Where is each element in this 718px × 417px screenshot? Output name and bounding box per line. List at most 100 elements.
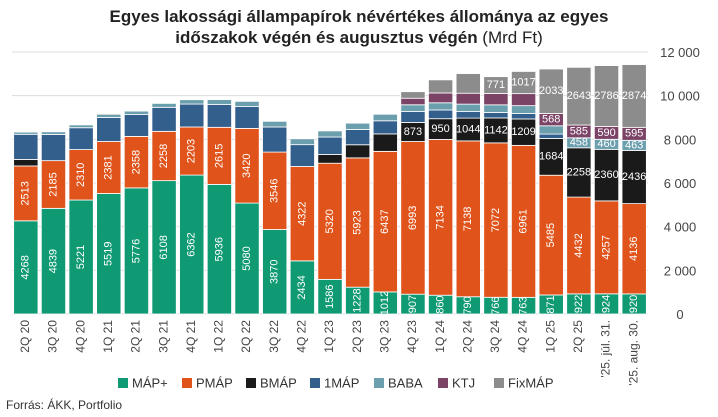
bar-segment [593, 200, 620, 295]
bar-segment [510, 144, 537, 298]
data-label: 595 [625, 128, 643, 140]
x-tick-label: 4Q 21 [184, 320, 198, 353]
bar-segment [372, 133, 398, 152]
bar-segment [483, 112, 509, 119]
y-tick-label: 0 [676, 307, 683, 322]
legend-label: FixMÁP [508, 375, 554, 390]
data-label: 771 [487, 79, 505, 91]
y-tick-label: 8 000 [664, 132, 697, 147]
legend-swatch [494, 378, 504, 388]
legend-label: MÁP+ [132, 375, 168, 390]
y-tick-label: 4 000 [664, 220, 697, 235]
bar-segment [13, 133, 39, 160]
data-label: 2033 [539, 85, 563, 97]
data-label: 2615 [213, 144, 225, 168]
data-label: 2203 [186, 139, 198, 163]
bar-segment [345, 122, 371, 130]
bar-segment [151, 106, 177, 132]
bar-segment [206, 183, 232, 315]
bar-segment [151, 130, 177, 182]
data-label: 5936 [213, 237, 225, 261]
legend-label: 1MÁP [324, 375, 359, 390]
data-label: 873 [404, 126, 422, 138]
data-label: 4432 [573, 233, 585, 257]
bar-segment [510, 71, 537, 95]
data-label: 763 [517, 296, 529, 314]
x-tick-label: 1Q 25 [543, 320, 557, 353]
legend-swatch [246, 378, 256, 388]
x-tick-label: 4Q 22 [295, 320, 309, 353]
data-label: 2310 [75, 163, 87, 187]
data-label: 2513 [20, 181, 32, 205]
x-tick-label: 2Q 22 [239, 320, 253, 353]
x-tick-label: 1Q 24 [433, 320, 447, 353]
legend-label: BABA [388, 375, 423, 390]
bar-segment [68, 124, 94, 129]
bar-segment [13, 158, 39, 167]
data-label: 2786 [594, 90, 618, 102]
data-label: 1684 [539, 151, 563, 163]
bar-segment [262, 229, 288, 315]
data-label: 5519 [103, 242, 115, 266]
bar-segment [510, 105, 537, 114]
bar-segment [234, 100, 260, 107]
bar-segment [428, 139, 454, 296]
data-label: 2643 [567, 90, 591, 102]
data-label: 871 [545, 295, 557, 313]
data-label: 2358 [130, 150, 142, 174]
bar-segment [593, 148, 620, 202]
bar-segment [345, 286, 371, 315]
bar-segment [317, 162, 343, 280]
x-tick-label: 2Q 23 [350, 320, 364, 353]
data-label: 860 [435, 295, 447, 313]
legend-swatch [118, 378, 128, 388]
x-tick-label: 2Q 25 [571, 320, 585, 353]
x-tick-label: 4Q 20 [73, 320, 87, 353]
data-label: 4268 [20, 255, 32, 279]
bar-segment [68, 149, 94, 201]
bar-segment [483, 142, 509, 298]
bar-segment [96, 113, 122, 118]
bar-segment [345, 157, 371, 288]
bar-segment [510, 113, 537, 120]
data-label: 2258 [567, 166, 591, 178]
data-label: 4839 [47, 249, 59, 273]
bar-segment [621, 64, 647, 128]
bar-segment [40, 131, 67, 135]
bar-segment [179, 126, 205, 176]
x-tick-label: 1Q 23 [322, 320, 336, 353]
bar-segment [510, 93, 537, 107]
bar-segment [455, 103, 481, 112]
data-label: 1012 [379, 291, 391, 315]
bar-segment [621, 203, 647, 295]
x-tick-label: 4Q 24 [516, 320, 530, 353]
bar-segment [289, 144, 315, 167]
data-label: 6993 [407, 206, 419, 230]
legend-swatch [438, 378, 448, 388]
bar-segment [400, 111, 426, 123]
bar-segment [234, 106, 260, 129]
bar-segment [538, 68, 564, 114]
bar-segment [372, 113, 398, 122]
data-label: 3870 [269, 260, 281, 284]
legend-swatch [374, 378, 384, 388]
data-label: 766 [490, 296, 502, 314]
data-label: 3546 [269, 179, 281, 203]
data-label: 2360 [594, 169, 618, 181]
data-label: 6961 [517, 209, 529, 233]
bar-segment [400, 91, 426, 99]
data-label: 2434 [296, 275, 308, 299]
chart-title: Egyes lakossági állampapírok névértékes … [0, 6, 718, 48]
data-label: 5485 [545, 223, 557, 247]
legend-label: KTJ [452, 375, 475, 390]
bar-segment [179, 103, 205, 128]
bar-segment [179, 174, 205, 315]
bar-segment [621, 150, 647, 205]
bar-segment [566, 147, 592, 198]
x-tick-label: 1Q 21 [101, 320, 115, 353]
bar-segment [206, 103, 232, 128]
bar-segment [400, 104, 426, 112]
bar-segment [234, 128, 260, 204]
bar-segment [289, 260, 315, 315]
